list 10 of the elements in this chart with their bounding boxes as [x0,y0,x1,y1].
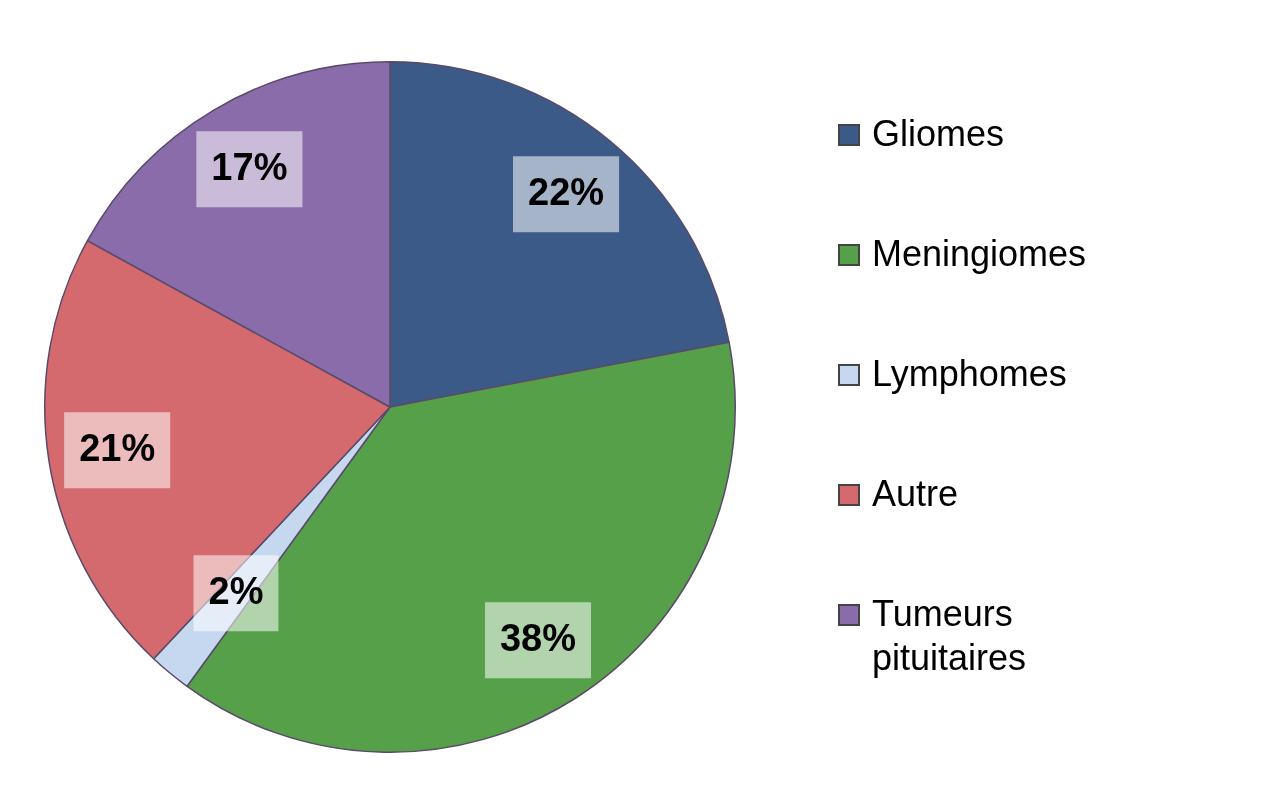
legend-label: Lymphomes [872,352,1067,396]
data-label: 21% [79,426,156,469]
data-label: 2% [208,569,264,612]
legend-label: Meningiomes [872,232,1087,276]
legend-label: Autre [872,472,959,516]
data-label: 38% [499,616,577,659]
legend-label: Tumeurs pituitaires [872,592,1028,680]
data-label: 22% [528,170,605,213]
data-label: 17% [211,145,288,188]
legend-label: Gliomes [872,112,1005,156]
